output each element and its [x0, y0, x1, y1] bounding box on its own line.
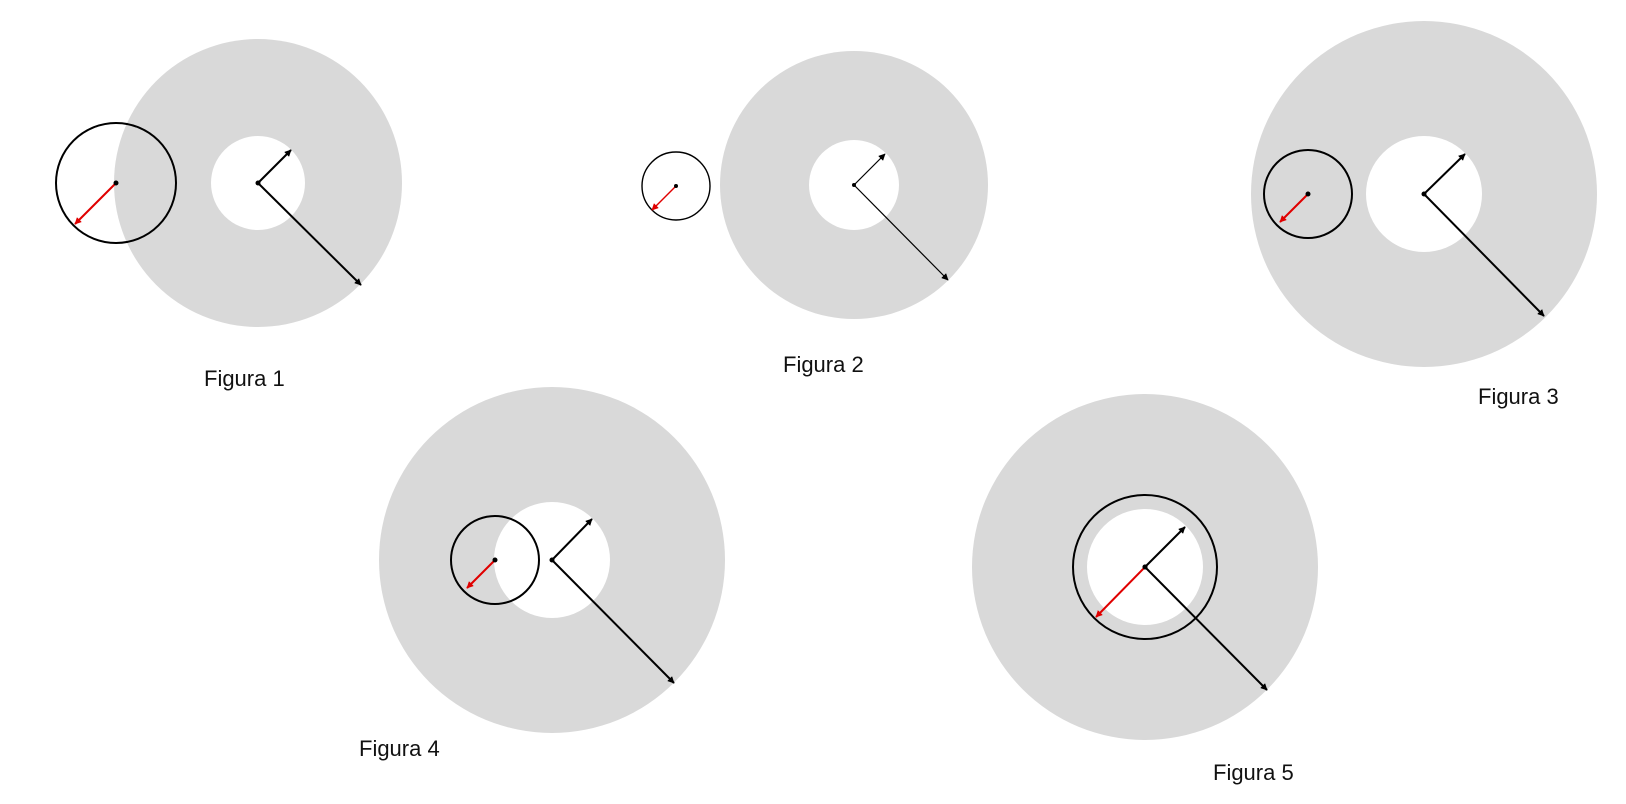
small-circle-radius-arrow: [1095, 566, 1146, 618]
outer-radius-arrow: [257, 182, 362, 286]
inner-radius-arrow: [257, 149, 292, 184]
figure-2: [641, 51, 988, 319]
annulus-center-dot: [1421, 191, 1427, 197]
small-circle: [1263, 149, 1353, 239]
figure-4-caption: Figura 4: [359, 736, 440, 761]
outer-radius-arrow: [1144, 566, 1268, 691]
small-circle: [55, 122, 177, 244]
figure-5: [972, 394, 1318, 740]
outer-radius-arrow: [551, 559, 675, 684]
small-circle: [1072, 494, 1218, 640]
small-circle-center-dot: [1305, 191, 1311, 197]
small-circle-center-dot: [1142, 564, 1148, 570]
figure-5-caption: Figura 5: [1213, 760, 1294, 785]
inner-radius-arrow: [1144, 526, 1186, 568]
figure-3: [1251, 21, 1597, 367]
inner-radius-arrow: [1423, 153, 1466, 195]
outer-radius-arrow: [853, 184, 949, 281]
figure-3-caption: Figura 3: [1478, 384, 1559, 409]
inner-radius-arrow: [551, 518, 593, 561]
small-circle: [641, 151, 711, 221]
outer-radius-arrow: [1423, 193, 1545, 317]
annulus-center-dot: [549, 557, 555, 563]
figure-1: [55, 39, 402, 327]
figure-4: [379, 387, 725, 733]
annulus-center-dot: [255, 180, 261, 186]
small-circle-center-dot: [674, 184, 678, 188]
small-circle-radius-arrow: [466, 559, 496, 589]
small-circle-radius-arrow: [651, 185, 677, 211]
annulus-center-dot: [852, 183, 856, 187]
small-circle-center-dot: [492, 557, 498, 563]
small-circle-center-dot: [113, 180, 119, 186]
small-circle: [450, 515, 540, 605]
small-circle-radius-arrow: [74, 182, 117, 225]
inner-radius-arrow: [853, 153, 886, 186]
small-circle-radius-arrow: [1279, 193, 1309, 223]
figure-2-caption: Figura 2: [783, 352, 864, 377]
figure-1-caption: Figura 1: [204, 366, 285, 391]
